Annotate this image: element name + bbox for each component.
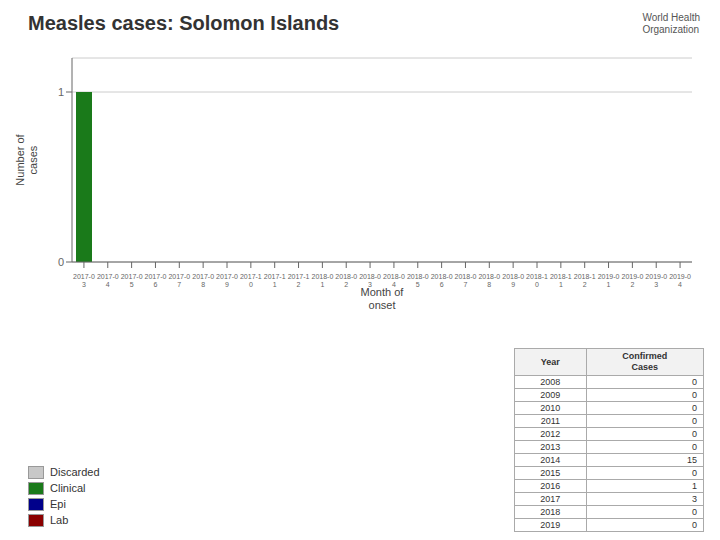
html-text:Clinical: Clinical <box>50 482 86 494</box>
svg-text:2017-12: 2017-12 <box>288 273 310 288</box>
html-text:15: 15 <box>687 455 697 465</box>
svg-text:2017-04: 2017-04 <box>97 273 119 288</box>
svg-text:2017-10: 2017-10 <box>240 273 262 288</box>
html-text:2019: 2019 <box>540 520 561 530</box>
svg-text:2018-01: 2018-01 <box>311 273 333 288</box>
html-text:2014: 2014 <box>540 455 561 465</box>
html-text:2013: 2013 <box>540 442 561 452</box>
html-text:2012: 2012 <box>540 429 561 439</box>
html-text:0: 0 <box>692 429 697 439</box>
html-text:Confirmed Cases: Confirmed Cases <box>622 351 668 372</box>
html-text:2008: 2008 <box>540 377 561 387</box>
svg-text:2017-08: 2017-08 <box>192 273 214 288</box>
svg-text:2018-09: 2018-09 <box>502 273 524 288</box>
svg-text:2017-05: 2017-05 <box>121 273 143 288</box>
html-text:1: 1 <box>692 481 697 491</box>
html-text:2016: 2016 <box>540 481 561 491</box>
html-text:0: 0 <box>692 403 697 413</box>
html-text:2010: 2010 <box>540 403 561 413</box>
html-text:3: 3 <box>692 494 697 504</box>
html-text:0: 0 <box>692 377 697 387</box>
svg-text:2017-11: 2017-11 <box>264 273 286 288</box>
html-text:Measles cases: Solomon Islands: Measles cases: Solomon Islands <box>28 12 340 34</box>
html-text:0: 0 <box>692 468 697 478</box>
svg-text:2018-05: 2018-05 <box>407 273 429 288</box>
svg-text:2017-06: 2017-06 <box>145 273 167 288</box>
html-text:2017: 2017 <box>540 494 561 504</box>
svg-text:2018-02: 2018-02 <box>335 273 357 288</box>
svg-text:Number ofcases: Number ofcases <box>14 133 39 185</box>
svg-text:2018-12: 2018-12 <box>574 273 596 288</box>
html-text:2018: 2018 <box>540 507 561 517</box>
svg-text:2018-10: 2018-10 <box>526 273 548 288</box>
svg-text:2018-04: 2018-04 <box>383 273 405 288</box>
svg-text:2018-11: 2018-11 <box>550 273 572 288</box>
html-text:World Health Organization: World Health Organization <box>642 12 700 35</box>
html-text:0: 0 <box>692 520 697 530</box>
html-text:2009: 2009 <box>540 390 561 400</box>
html-text:Epi: Epi <box>50 498 66 510</box>
svg-text:2018-07: 2018-07 <box>455 273 477 288</box>
html-text:Discarded: Discarded <box>50 466 100 478</box>
html-text:0: 0 <box>692 442 697 452</box>
svg-text:2017-09: 2017-09 <box>216 273 238 288</box>
html-text:Year: Year <box>540 356 560 367</box>
svg-text:2017-07: 2017-07 <box>168 273 190 288</box>
html-text:Lab: Lab <box>50 514 69 526</box>
svg-text:1: 1 <box>58 86 64 98</box>
svg-text:2018-03: 2018-03 <box>359 273 381 288</box>
svg-text:0: 0 <box>58 256 64 268</box>
html-text:2015: 2015 <box>540 468 561 478</box>
svg-text:Month ofonset: Month ofonset <box>361 286 405 311</box>
html-text:0: 0 <box>692 390 697 400</box>
svg-text:2019-03: 2019-03 <box>645 273 667 288</box>
svg-text:2018-06: 2018-06 <box>431 273 453 288</box>
svg-text:2019-01: 2019-01 <box>598 273 620 288</box>
svg-text:2019-04: 2019-04 <box>669 273 691 288</box>
svg-text:2019-02: 2019-02 <box>621 273 643 288</box>
html-text:0: 0 <box>692 416 697 426</box>
html-text:2011: 2011 <box>540 416 560 426</box>
html-text:0: 0 <box>692 507 697 517</box>
svg-text:2017-03: 2017-03 <box>73 273 95 288</box>
svg-text:2018-08: 2018-08 <box>478 273 500 288</box>
